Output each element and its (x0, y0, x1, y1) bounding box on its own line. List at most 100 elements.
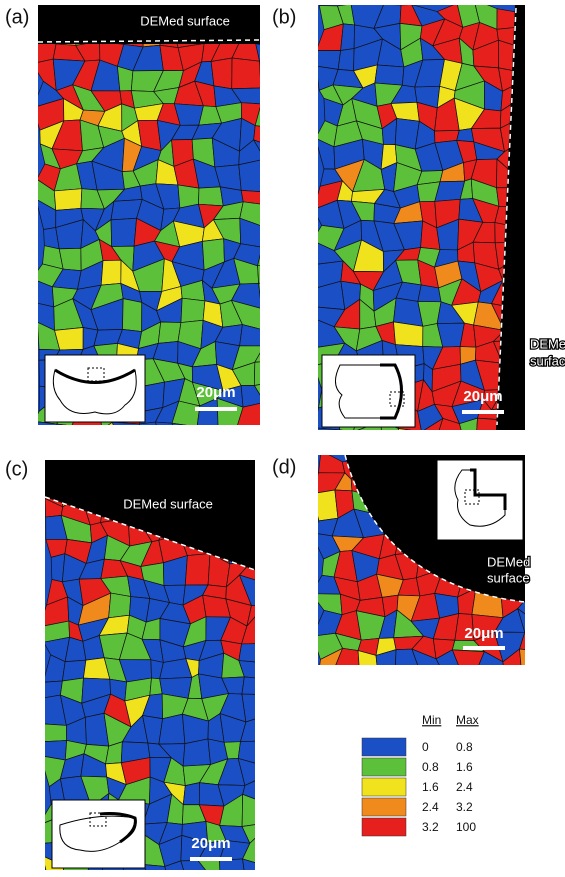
grain (277, 158, 305, 192)
grain (258, 605, 286, 618)
legend-max: 1.6 (456, 760, 473, 774)
grain (538, 390, 559, 405)
grain (181, 298, 205, 322)
figure: (a) (b) (c) (d) DEMed surface DEMed surf… (0, 0, 565, 877)
grain (534, 2, 564, 29)
grain (273, 346, 299, 360)
grain (273, 361, 303, 388)
grain (394, 322, 423, 347)
grain (537, 420, 562, 452)
grain (523, 282, 544, 309)
grain (242, 677, 270, 695)
legend-swatch (362, 818, 406, 836)
grain (441, 670, 460, 696)
grain (268, 557, 290, 583)
panel-label: (a) (5, 6, 29, 28)
grain (39, 724, 67, 742)
grain (542, 282, 555, 309)
grain (262, 321, 275, 346)
legend-max: 2.4 (456, 780, 473, 794)
grain (332, 674, 362, 702)
grain (59, 248, 81, 270)
grain (258, 239, 283, 265)
grain (274, 121, 295, 147)
grain (522, 669, 536, 701)
grain (541, 163, 564, 181)
grain (540, 453, 565, 474)
grain (537, 444, 564, 467)
grain (135, 422, 162, 442)
legend-min: 2.4 (422, 800, 439, 814)
grain (533, 616, 559, 638)
grain (395, 677, 422, 695)
grain (39, 740, 66, 760)
legend-max: 0.8 (456, 740, 473, 754)
grain (243, 859, 268, 877)
grain (241, 385, 265, 407)
grain (239, 644, 271, 664)
grain (534, 303, 562, 326)
legend-header: Max (456, 713, 479, 727)
legend-min: 0.8 (422, 760, 439, 774)
grain (258, 263, 278, 284)
grain (261, 741, 288, 766)
legend-swatch (362, 778, 406, 796)
grain (265, 763, 285, 778)
grain (34, 421, 57, 446)
grain (540, 514, 559, 540)
grain (538, 400, 562, 432)
grain (261, 715, 288, 745)
grain (263, 159, 277, 192)
grain (265, 859, 287, 877)
grain (318, 451, 344, 473)
grain (473, 669, 504, 698)
grain (264, 402, 282, 431)
grain (534, 669, 561, 701)
grain (71, 426, 102, 450)
grain (158, 322, 181, 343)
grain (211, 58, 232, 89)
scale-label: 20μm (463, 388, 502, 405)
grain (55, 327, 84, 349)
panel-label: (d) (272, 456, 296, 478)
surface-label: surface (487, 570, 530, 585)
grain (267, 542, 290, 563)
grain (532, 218, 562, 248)
grain (261, 634, 286, 664)
grain (218, 426, 244, 449)
grain (232, 58, 261, 89)
grain (262, 220, 282, 247)
grain (272, 302, 303, 321)
grain (277, 201, 300, 228)
grain (539, 120, 564, 147)
grain (52, 424, 72, 450)
grain (159, 714, 185, 744)
grain (263, 678, 291, 697)
grain (496, 669, 522, 691)
grain (282, 220, 304, 245)
grain (240, 325, 265, 346)
surface-label: DEMed surface (123, 496, 213, 511)
surface-label: DEMed (487, 554, 530, 569)
grain (539, 139, 564, 170)
grain (536, 595, 559, 622)
panel-label: (b) (272, 6, 296, 28)
grain (520, 649, 544, 673)
surface-label: DEMed (530, 336, 565, 351)
grain (543, 493, 559, 515)
grain (122, 299, 141, 332)
surface-label: DEMed surface (140, 13, 230, 28)
grain (358, 651, 377, 682)
grain (534, 68, 562, 88)
grain (183, 783, 199, 805)
grain (311, 281, 345, 309)
grain (542, 259, 560, 292)
grain (191, 426, 224, 450)
grain (537, 179, 562, 201)
grain (538, 574, 555, 601)
grain (319, 673, 340, 700)
grain (541, 473, 560, 496)
grain (457, 670, 480, 699)
legend-swatch (362, 758, 406, 776)
grain (281, 381, 302, 412)
